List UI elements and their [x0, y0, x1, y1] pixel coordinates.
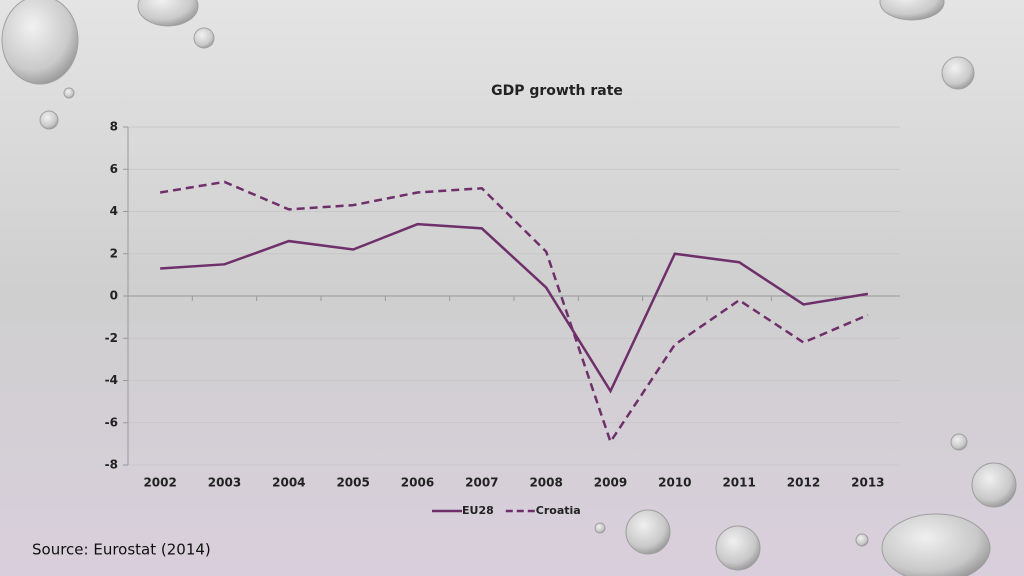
x-tick-label: 2009 [594, 476, 627, 490]
drop [625, 509, 671, 555]
series-line [159, 180, 869, 445]
drop [855, 533, 869, 547]
x-tick-label: 2012 [787, 476, 820, 490]
chart-title: GDP growth rate [491, 83, 623, 99]
y-tick-label: -4 [105, 373, 118, 387]
drop [941, 56, 975, 90]
drop [971, 462, 1017, 508]
legend-label: Croatia [536, 504, 581, 517]
x-tick-label: 2011 [722, 476, 755, 490]
x-tick-label: 2010 [658, 476, 691, 490]
drop [193, 27, 215, 49]
x-tick-label: 2007 [465, 476, 498, 490]
y-tick-label: -6 [105, 415, 118, 429]
y-tick-label: -8 [105, 458, 118, 472]
drop [137, 0, 199, 27]
x-tick-label: 2006 [401, 476, 434, 490]
drop [879, 0, 945, 21]
x-tick-label: 2008 [529, 476, 562, 490]
x-tick-label: 2003 [208, 476, 241, 490]
x-tick-label: 2002 [143, 476, 176, 490]
drop [715, 525, 761, 571]
source-note: Source: Eurostat (2014) [32, 541, 211, 559]
y-tick-label: -2 [105, 331, 118, 345]
drop [594, 522, 606, 534]
y-tick-label: 6 [110, 162, 118, 176]
x-tick-label: 2005 [336, 476, 369, 490]
y-tick-label: 8 [110, 120, 118, 134]
drop [39, 110, 59, 130]
drop [63, 87, 75, 99]
legend-label: EU28 [462, 504, 494, 517]
drop [1, 0, 79, 85]
y-tick-label: 4 [110, 204, 118, 218]
x-tick-label: 2013 [851, 476, 884, 490]
x-tick-label: 2004 [272, 476, 305, 490]
series-line [160, 222, 869, 394]
drop [950, 433, 968, 451]
y-tick-label: 0 [110, 289, 118, 303]
y-tick-label: 2 [110, 246, 118, 260]
drop [881, 513, 991, 576]
